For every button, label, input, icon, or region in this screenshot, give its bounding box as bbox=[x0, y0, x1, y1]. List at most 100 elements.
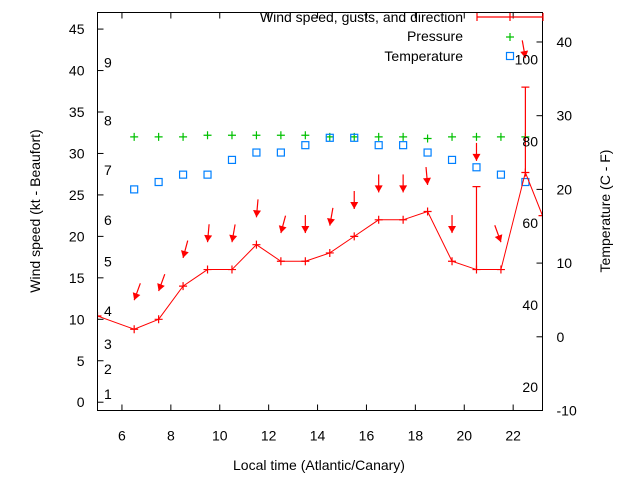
temperature-point bbox=[399, 141, 408, 150]
plot-marks bbox=[97, 40, 543, 334]
wind-speed-point bbox=[203, 265, 212, 274]
arrow-head bbox=[132, 292, 141, 301]
wind-direction-arrow bbox=[204, 224, 213, 243]
arrow-head bbox=[472, 153, 481, 161]
pressure-point bbox=[227, 131, 236, 140]
wind-speed-point bbox=[538, 211, 543, 220]
legend: Wind speed, gusts, and direction Pressur… bbox=[260, 9, 544, 64]
temperature-point bbox=[154, 177, 163, 187]
temperature-point bbox=[423, 148, 432, 157]
pressure-point bbox=[496, 132, 505, 141]
arrow-head bbox=[327, 218, 335, 226]
arrow-head bbox=[204, 234, 213, 243]
wind-direction-arrow bbox=[422, 166, 431, 186]
wind-speed-point bbox=[154, 315, 163, 324]
fahrenheit-label: 100 bbox=[515, 51, 539, 67]
beaufort-label: 1 bbox=[104, 386, 112, 402]
wind-direction-arrow bbox=[253, 199, 262, 218]
arrow-head bbox=[229, 234, 238, 243]
legend-temperature-label: Temperature bbox=[384, 48, 463, 64]
pressure-point bbox=[130, 132, 139, 141]
y2-tick-label: 0 bbox=[557, 329, 565, 345]
pressure-point bbox=[472, 132, 481, 141]
arrow-head bbox=[301, 226, 310, 234]
wind-speed-point bbox=[179, 282, 188, 291]
y2-tick-label: 30 bbox=[557, 108, 573, 124]
pressure-point bbox=[276, 131, 285, 140]
arrow-head bbox=[350, 202, 359, 210]
pressure-point bbox=[179, 132, 188, 141]
x-tick-label: 12 bbox=[261, 428, 277, 444]
wind-direction-arrow bbox=[472, 142, 481, 161]
wind-speed-point bbox=[325, 248, 334, 257]
wind-speed-point bbox=[496, 265, 505, 274]
wind-speed-point bbox=[350, 232, 359, 241]
wind-direction-arrow bbox=[278, 215, 287, 234]
beaufort-label: 6 bbox=[104, 212, 112, 228]
y-tick-label: 0 bbox=[77, 394, 85, 410]
temperature-point bbox=[227, 155, 237, 165]
arrow-head bbox=[157, 283, 165, 292]
y-tick-label: 10 bbox=[69, 311, 85, 327]
legend-temperature-sample bbox=[505, 51, 515, 61]
arrow-head bbox=[494, 234, 503, 243]
beaufort-label: 9 bbox=[104, 54, 112, 70]
temperature-point bbox=[325, 133, 334, 142]
beaufort-label: 2 bbox=[104, 361, 112, 377]
y-tick-label: 45 bbox=[69, 21, 85, 37]
arrow-head bbox=[399, 185, 408, 193]
wind-speed-point bbox=[448, 257, 457, 266]
y2-axis-label: Temperature (C - F) bbox=[597, 150, 613, 273]
wind-speed-point bbox=[301, 257, 310, 266]
legend-wind-sample bbox=[476, 13, 544, 21]
y-tick-label: 30 bbox=[69, 145, 85, 161]
wind-direction-arrow bbox=[520, 40, 529, 59]
legend-pressure-sample bbox=[506, 33, 514, 41]
arrow-head bbox=[422, 177, 431, 185]
x-tick-label: 22 bbox=[505, 428, 521, 444]
wind-direction-arrow bbox=[157, 273, 166, 292]
y-tick-label: 5 bbox=[77, 353, 85, 369]
beaufort-label: 4 bbox=[104, 303, 112, 319]
temperature-point bbox=[178, 170, 188, 179]
wind-direction-arrow bbox=[229, 224, 238, 243]
x-tick-label: 6 bbox=[118, 428, 126, 444]
temperature-point bbox=[301, 141, 310, 150]
pressure-point bbox=[301, 131, 310, 140]
x-tick-label: 16 bbox=[359, 428, 375, 444]
beaufort-label: 8 bbox=[104, 112, 112, 128]
temperature-point bbox=[447, 155, 457, 165]
pressure-point bbox=[154, 132, 163, 141]
wind-direction-arrow bbox=[374, 174, 383, 193]
beaufort-label: 3 bbox=[104, 336, 112, 352]
wind-speed-point bbox=[252, 240, 261, 249]
x-tick-label: 10 bbox=[212, 428, 228, 444]
legend-pressure-label: Pressure bbox=[407, 28, 463, 44]
temperature-point bbox=[276, 148, 285, 157]
legend-wind-label: Wind speed, gusts, and direction bbox=[260, 9, 463, 25]
arrow-head bbox=[181, 250, 189, 258]
temperature-point bbox=[350, 133, 359, 142]
y-tick-label: 35 bbox=[69, 104, 85, 120]
beaufort-label: 5 bbox=[104, 253, 112, 269]
y-tick-label: 40 bbox=[69, 63, 85, 79]
pressure-point bbox=[423, 134, 432, 143]
y2-tick-label: 20 bbox=[557, 181, 573, 197]
arrow-head bbox=[520, 50, 529, 59]
wind-direction-arrow bbox=[448, 215, 457, 234]
x-tick-label: 20 bbox=[456, 428, 472, 444]
y2-tick-label: -10 bbox=[557, 403, 577, 419]
temperature-point bbox=[496, 170, 506, 179]
wind-direction-arrow bbox=[327, 207, 335, 226]
wind-speed-line bbox=[97, 170, 543, 330]
arrow-head bbox=[374, 185, 383, 193]
pressure-point bbox=[399, 132, 408, 141]
y2-tick-label: 40 bbox=[557, 34, 573, 50]
fahrenheit-label: 40 bbox=[522, 297, 538, 313]
wind-speed-point bbox=[227, 265, 236, 274]
arrow-head bbox=[278, 225, 287, 234]
fahrenheit-label: 20 bbox=[522, 379, 538, 395]
temperature-point bbox=[203, 170, 212, 179]
wind-speed-point bbox=[374, 215, 383, 224]
